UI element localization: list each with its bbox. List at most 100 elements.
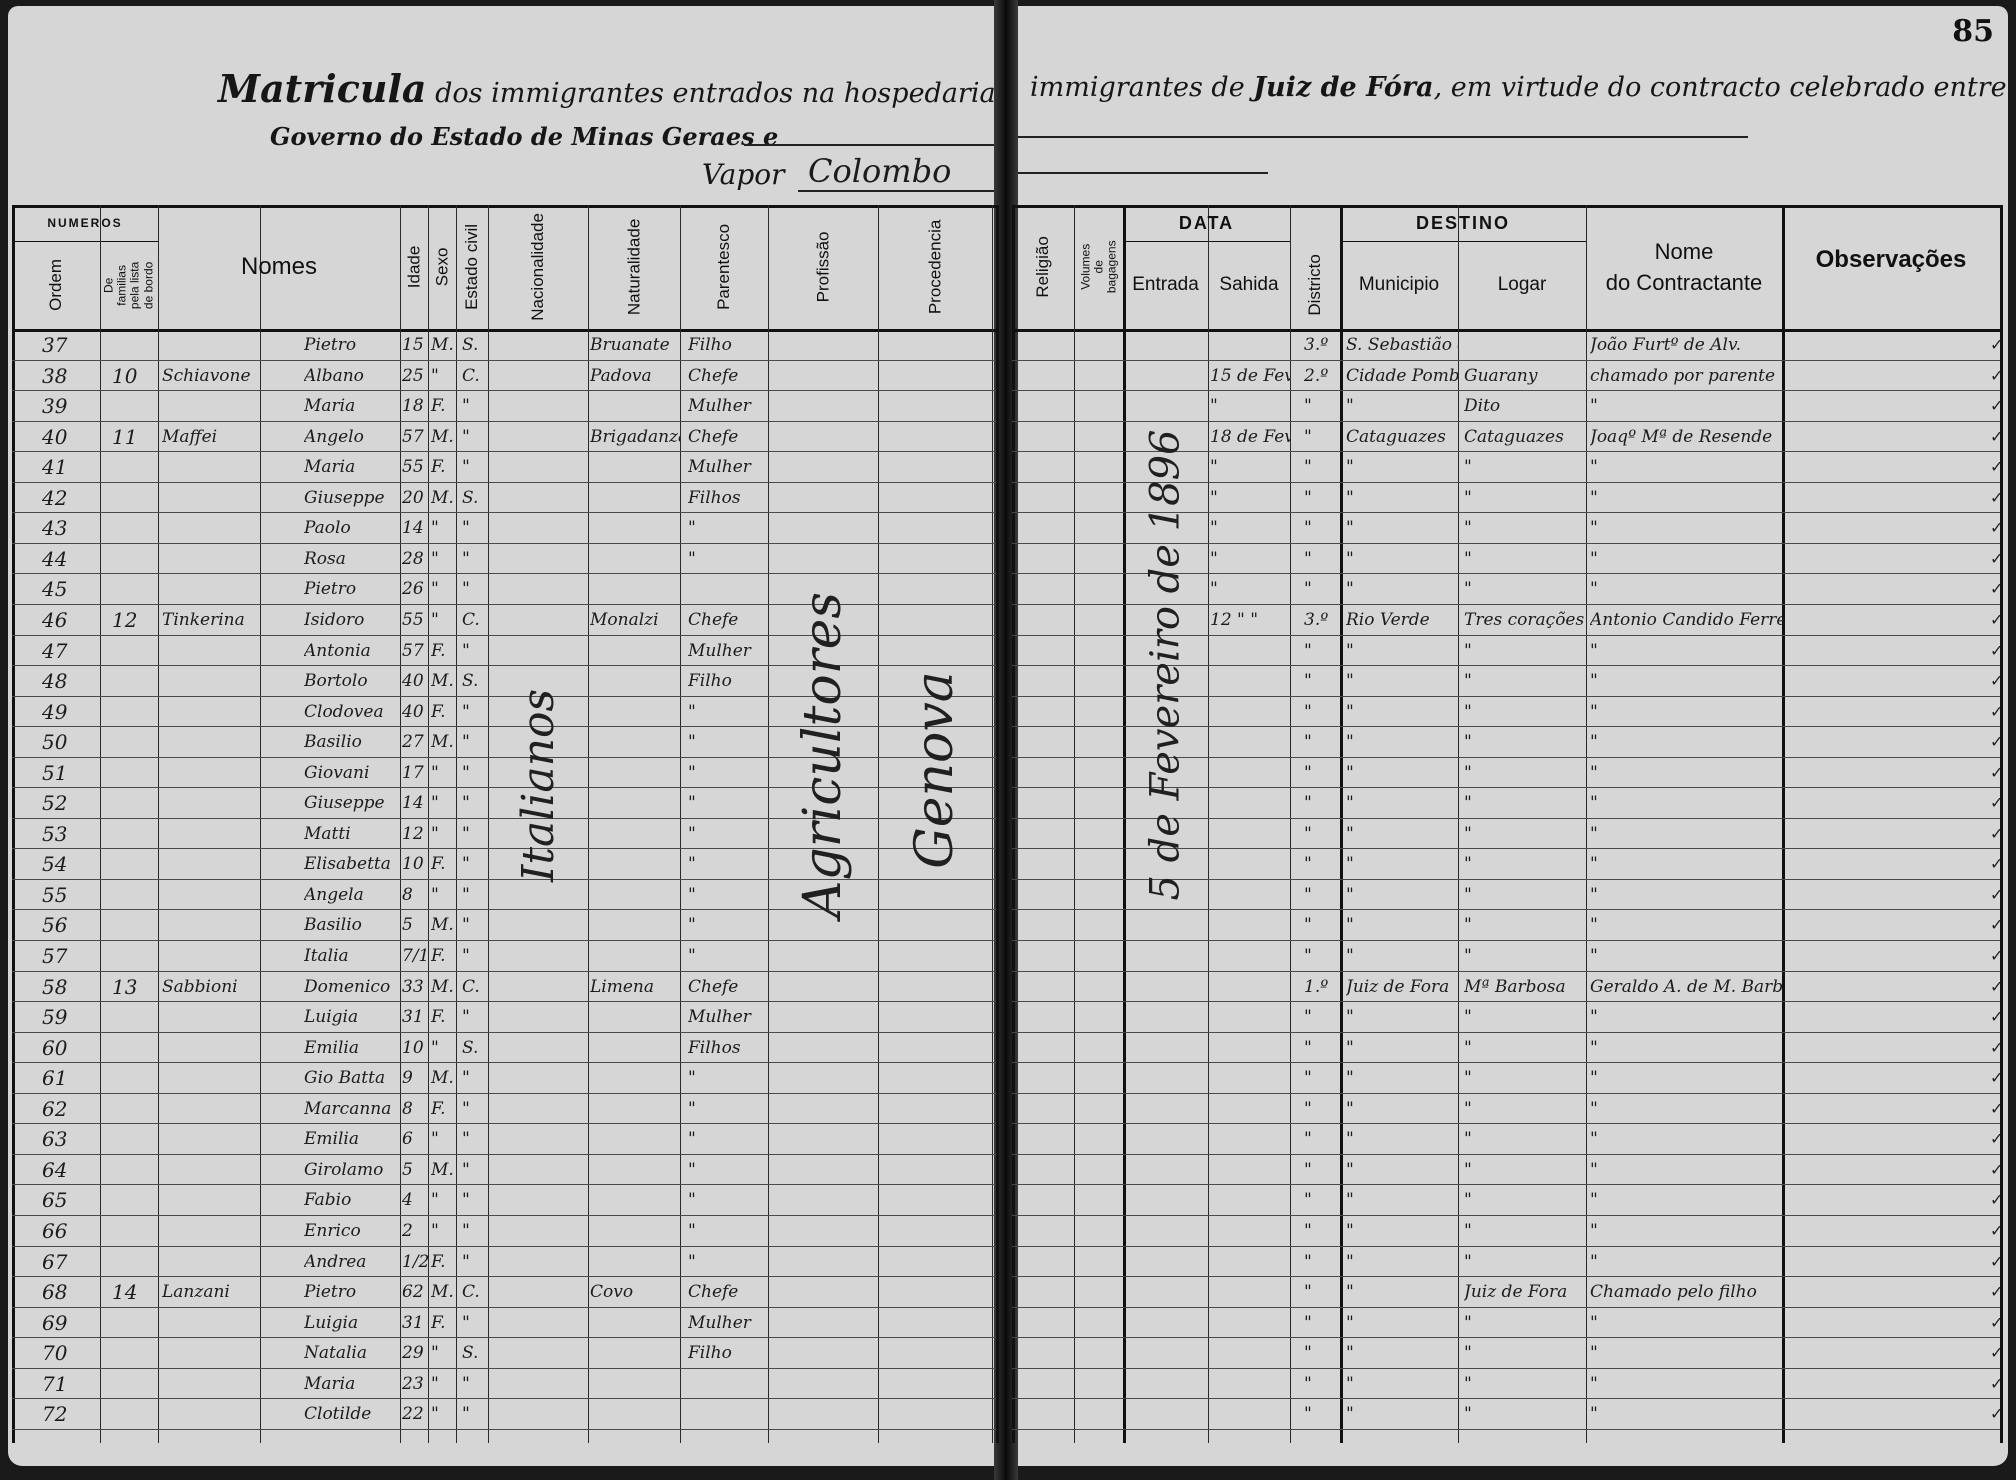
- cell-idade: 31: [402, 1312, 424, 1333]
- cell-municipio: ": [1346, 1404, 1354, 1425]
- row-rule: [1012, 1337, 2000, 1339]
- cell-nome: Fabio: [304, 1190, 352, 1211]
- cell-sexo: ": [431, 548, 439, 569]
- row-rule: [12, 817, 996, 819]
- cell-municipio: Juiz de Fora: [1346, 976, 1450, 997]
- cell-civil: S.: [462, 1343, 479, 1364]
- column-rule: [768, 205, 769, 1443]
- cell-ordem: 54: [42, 852, 68, 877]
- cell-ordem: 61: [42, 1066, 68, 1091]
- cell-idade: 12: [402, 823, 424, 844]
- header-ordem: Ordem: [46, 259, 66, 311]
- cell-contractante: ": [1590, 548, 1598, 569]
- cell-civil: C.: [462, 1282, 480, 1303]
- column-rule: [428, 205, 429, 1443]
- cell-districto: ": [1304, 1190, 1312, 1211]
- cell-ordem: 45: [42, 577, 68, 602]
- cell-civil: ": [462, 915, 470, 936]
- cell-sexo: ": [431, 793, 439, 814]
- cell-districto: ": [1304, 701, 1312, 722]
- row-rule: [12, 512, 996, 514]
- cell-nome: Andrea: [304, 1251, 367, 1272]
- cell-sexo: M.: [431, 1068, 454, 1089]
- column-rule: [12, 205, 15, 1443]
- header-destino: DESTINO: [1415, 212, 1510, 233]
- cell-municipio: ": [1346, 1129, 1354, 1150]
- cell-idade: 31: [402, 1007, 424, 1028]
- row-rule: [12, 665, 996, 667]
- column-rule: [1340, 205, 1343, 1443]
- cell-contractante: ": [1590, 915, 1598, 936]
- cell-parentesco: Chefe: [688, 365, 739, 386]
- cell-familia: 11: [112, 424, 138, 449]
- cell-contractante: ": [1590, 487, 1598, 508]
- cell-logar: Cataguazes: [1464, 426, 1564, 447]
- cell-nome: Antonia: [304, 640, 371, 661]
- cell-logar: Guarany: [1464, 365, 1538, 386]
- cell-logar: ": [1464, 762, 1472, 783]
- cell-civil: S.: [462, 671, 479, 692]
- cell-familia: 14: [112, 1280, 138, 1305]
- row-rule: [1012, 756, 2000, 758]
- cell-sexo: F.: [431, 640, 446, 661]
- row-rule: [1012, 359, 2000, 361]
- header-naturalidade: Naturalidade: [624, 218, 644, 316]
- cell-contractante: ": [1590, 946, 1598, 966]
- cell-sexo: M.: [431, 671, 454, 692]
- check-mark: ✓: [1990, 1373, 2004, 1393]
- cell-municipio: ": [1346, 823, 1354, 844]
- cell-civil: ": [462, 701, 470, 722]
- cell-parentesco: ": [688, 1159, 696, 1180]
- cell-sexo: F.: [431, 396, 446, 417]
- row-rule: [1123, 241, 1290, 242]
- cell-naturalidade: Bruanate: [590, 335, 670, 355]
- cell-sexo: M.: [431, 487, 454, 508]
- cell-nome: Maria: [304, 396, 356, 417]
- cell-ordem: 64: [42, 1157, 68, 1182]
- row-rule: [1012, 1428, 2000, 1430]
- cell-sexo: ": [431, 1373, 439, 1394]
- cell-nome: Matti: [304, 823, 351, 844]
- cell-sexo: F.: [431, 701, 446, 722]
- cell-districto: ": [1304, 1098, 1312, 1119]
- cell-contractante: ": [1590, 1129, 1598, 1150]
- header-volumes: Volumes de bagagens: [1078, 240, 1119, 294]
- cell-logar: ": [1464, 579, 1472, 600]
- header-sexo: Sexo: [432, 247, 452, 287]
- cell-ordem: 66: [42, 1218, 68, 1243]
- cell-parentesco: Mulher: [688, 396, 751, 417]
- header-districto: Districto: [1305, 254, 1325, 316]
- cell-municipio: ": [1346, 884, 1354, 905]
- cell-logar: ": [1464, 1159, 1472, 1180]
- vapor-value: Colombo: [808, 152, 952, 190]
- heading-right-pre: immigrantes de: [1030, 72, 1245, 103]
- cell-parentesco: Filhos: [688, 487, 741, 508]
- cell-contractante: Joaqº Mª de Resende: [1590, 426, 1773, 447]
- cell-contractante: ": [1590, 1159, 1598, 1180]
- row-rule: [1012, 817, 2000, 819]
- cell-sobrenome: Maffei: [162, 426, 218, 447]
- cell-districto: ": [1304, 1404, 1312, 1425]
- cell-ordem: 44: [42, 546, 68, 571]
- cell-civil: C.: [462, 609, 480, 630]
- cell-sexo: ": [431, 365, 439, 386]
- heading-city: Juiz de Fóra: [1253, 72, 1434, 103]
- cell-logar: ": [1464, 1190, 1472, 1211]
- cell-idade: 40: [402, 701, 424, 722]
- vapor-label: Vapor: [702, 158, 785, 191]
- cell-contractante: ": [1590, 1007, 1598, 1028]
- column-rule: [588, 205, 589, 1443]
- cell-parentesco: ": [688, 884, 696, 905]
- cell-sahida: 18 de Fev.: [1210, 426, 1290, 447]
- row-rule: [1012, 1276, 2000, 1278]
- cell-parentesco: ": [688, 946, 696, 966]
- cell-sahida: 12 " ": [1210, 609, 1259, 630]
- cell-sahida: ": [1210, 457, 1218, 478]
- row-rule: [12, 1123, 996, 1125]
- row-rule: [12, 726, 996, 728]
- header-contractante-2: do Contractante: [1605, 270, 1763, 295]
- cell-sexo: M.: [431, 915, 454, 936]
- cell-parentesco: Filho: [688, 335, 732, 355]
- row-rule: [12, 1153, 996, 1155]
- cell-contractante: ": [1590, 884, 1598, 905]
